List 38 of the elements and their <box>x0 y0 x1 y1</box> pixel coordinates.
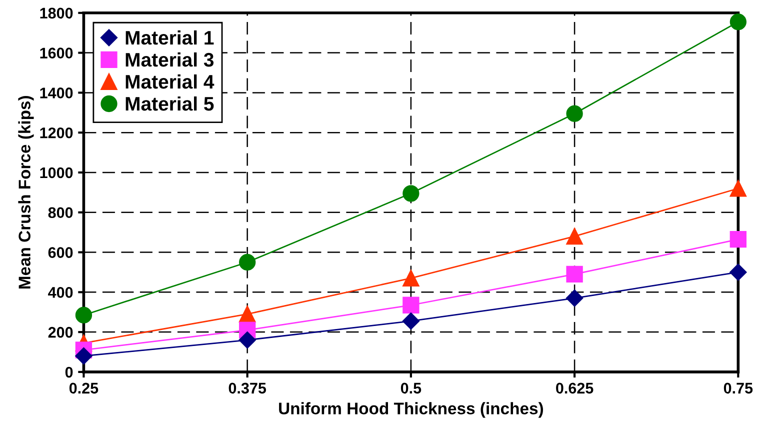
point <box>730 180 747 197</box>
point <box>238 331 256 349</box>
point <box>566 290 584 307</box>
x-tick-label: 0.75 <box>724 382 753 394</box>
y-tick-label: 1000 <box>40 167 73 178</box>
legend-label: Material 4 <box>126 74 214 89</box>
x-tick-label: 0.25 <box>69 382 98 394</box>
y-tick-label: 1200 <box>40 127 73 138</box>
point <box>238 254 256 271</box>
y-tick-label: 600 <box>48 247 73 258</box>
point <box>402 312 420 330</box>
y-tick-label: 1400 <box>40 88 73 98</box>
point <box>730 264 747 281</box>
point <box>75 347 92 365</box>
y-tick-label: 0 <box>65 366 73 378</box>
point <box>402 270 420 287</box>
point <box>402 185 420 202</box>
x-tick-label: 0.625 <box>556 382 594 394</box>
point <box>566 228 583 245</box>
y-axis-title: Mean Crush Force (kips) <box>18 96 34 289</box>
point <box>730 230 747 248</box>
point <box>730 14 747 30</box>
x-axis-title: Uniform Hood Thickness (inches) <box>279 402 544 418</box>
y-tick-label: 1800 <box>40 8 73 19</box>
legend-label: Material 5 <box>126 96 214 111</box>
y-tick-label: 200 <box>48 326 73 338</box>
point <box>566 105 583 122</box>
point <box>566 266 583 283</box>
x-tick-label: 0.375 <box>228 382 266 394</box>
point <box>75 306 92 324</box>
legend-label: Material 1 <box>126 30 214 45</box>
y-tick-label: 1600 <box>40 48 73 58</box>
point <box>402 296 420 314</box>
y-tick-label: 800 <box>48 207 73 218</box>
legend-label: Material 3 <box>126 52 214 67</box>
y-tick-label: 400 <box>48 287 73 298</box>
x-tick-label: 0.5 <box>400 382 422 394</box>
point <box>238 306 256 322</box>
